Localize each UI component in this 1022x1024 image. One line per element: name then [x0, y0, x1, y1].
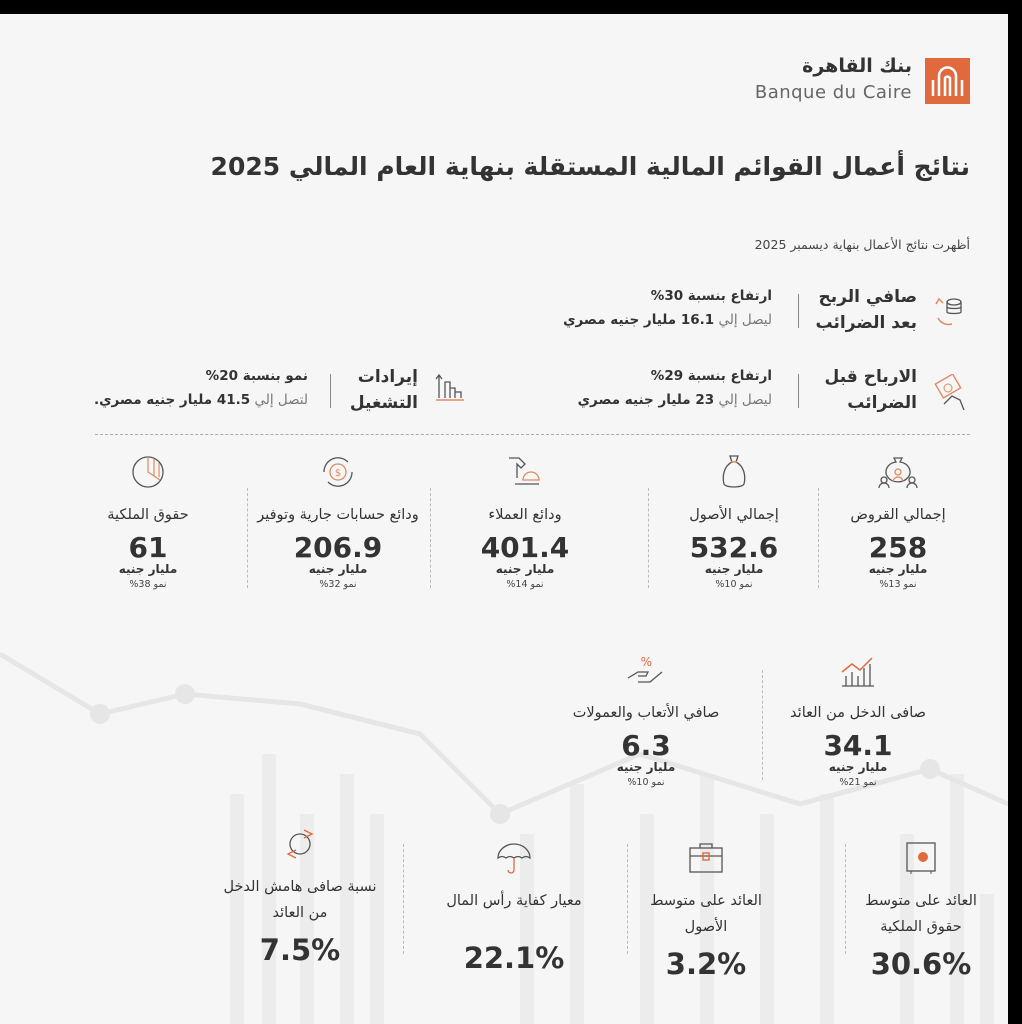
stat-total-assets: إجمالي الأصول 532.6 مليار جنيه نمو 10% — [654, 454, 814, 593]
hand-deposit-icon — [509, 457, 540, 485]
highlight-change: ارتفاع بنسبة 29% — [650, 368, 772, 384]
briefcase-icon — [689, 843, 723, 873]
highlight-amount: 23 مليار جنيه مصري — [577, 392, 715, 408]
stat-growth: نمو 32% — [319, 579, 357, 590]
stat-value: 6.3 — [621, 729, 671, 762]
stat-value: 258 — [868, 531, 928, 564]
svg-text:$: $ — [335, 468, 341, 479]
stat-total-loans: إجمالي القروض 258 مليار جنيه نمو 13% — [823, 454, 973, 593]
highlight-value: ارتفاع بنسبة 30% ليصل إلي 16.1 مليار جني… — [563, 284, 772, 332]
divider — [818, 488, 819, 588]
highlight-amount: 16.1 مليار جنيه مصري — [563, 312, 715, 328]
stat-current-savings-deposits: $ ودائع حسابات جارية وتوفير 206.9 مليار … — [253, 454, 423, 593]
divider — [648, 488, 649, 588]
ratio-label: نسبة صافى هامش الدخل من العائد — [223, 879, 377, 921]
stat-unit: مليار جنيه — [828, 760, 888, 774]
divider — [403, 844, 404, 954]
section-divider — [95, 434, 970, 435]
page-subtitle: أظهرت نتائج الأعمال بنهاية ديسمبر 2025 — [754, 237, 970, 252]
ratio-net-interest-margin: نسبة صافى هامش الدخل من العائد 7.5% — [215, 826, 385, 968]
stat-growth: نمو 14% — [506, 579, 544, 590]
highlight-change: ارتفاع بنسبة 30% — [650, 288, 772, 304]
ratio-capital-adequacy: معيار كفاية رأس المال 22.1% — [414, 840, 614, 976]
stat-unit: مليار جنيه — [616, 760, 676, 774]
highlight-prefix: ليصل إلي — [718, 312, 772, 328]
umbrella-icon — [497, 843, 531, 874]
divider — [798, 374, 799, 408]
divider — [762, 670, 763, 780]
safe-icon — [906, 842, 936, 874]
stat-value: 206.9 — [293, 531, 383, 564]
stat-value: 532.6 — [689, 531, 779, 564]
svg-text:%: % — [641, 655, 652, 669]
ratio-label: العائد على متوسط حقوق الملكية — [865, 893, 977, 935]
ratio-value: 7.5% — [259, 933, 341, 967]
stat-label: صافي الأتعاب والعمولات — [572, 705, 720, 721]
ratio-value: 22.1% — [463, 941, 565, 975]
page-title: نتائج أعمال القوائم المالية المستقلة بنه… — [210, 152, 970, 181]
infographic-panel: بنك القاهرة Banque du Caire نتائج أعمال … — [0, 14, 1008, 1024]
stat-net-interest-income: صافى الدخل من العائد 34.1 مليار جنيه نمو… — [768, 652, 948, 791]
stat-equity: حقوق الملكية 61 مليار جنيه نمو 38% — [63, 454, 233, 593]
stat-value: 401.4 — [480, 531, 570, 564]
stat-growth: نمو 10% — [715, 579, 753, 590]
highlight-prefix: ليصل إلي — [718, 392, 772, 408]
currency-exchange-icon: $ — [323, 457, 353, 487]
stat-growth: نمو 13% — [879, 579, 917, 590]
highlight-change: نمو بنسبة 20% — [205, 368, 308, 384]
stat-unit: مليار جنيه — [704, 562, 764, 576]
stat-unit: مليار جنيه — [495, 562, 555, 576]
hand-percent-icon: % — [627, 655, 663, 683]
highlight-label: الارباح قبل الضرائب — [824, 367, 917, 413]
highlight-value: ارتفاع بنسبة 29% ليصل إلي 23 مليار جنيه … — [578, 364, 772, 412]
stat-label: إجمالي الأصول — [689, 507, 779, 523]
stat-customer-deposits: ودائع العملاء 401.4 مليار جنيه نمو 14% — [440, 454, 610, 593]
money-hand-icon — [934, 374, 965, 411]
ratio-label: معيار كفاية رأس المال — [446, 893, 582, 909]
divider — [247, 488, 248, 588]
stat-growth: نمو 38% — [129, 579, 167, 590]
stat-value: 61 — [128, 531, 168, 564]
loan-people-icon — [878, 457, 918, 489]
ratio-label: العائد على متوسط الأصول — [650, 893, 762, 935]
highlight-amount: 41.5 مليار جنيه مصري. — [94, 392, 251, 408]
bank-logo-icon — [925, 58, 970, 104]
ratio-roa: العائد على متوسط الأصول 3.2% — [636, 840, 776, 982]
highlight-label: صافي الربح بعد الضرائب — [815, 287, 917, 333]
stat-label: ودائع حسابات جارية وتوفير — [257, 507, 419, 523]
brand-name-arabic: بنك القاهرة — [802, 55, 912, 77]
divider — [430, 488, 431, 588]
highlight-label: إيرادات التشغيل — [349, 367, 418, 413]
stat-value: 34.1 — [823, 729, 893, 762]
highlight-prefix: لتصل إلي — [254, 392, 308, 408]
ratio-value: 3.2% — [665, 947, 747, 981]
coins-growth-icon — [935, 297, 962, 326]
divider — [798, 294, 799, 328]
brand-name-english: Banque du Caire — [754, 82, 912, 103]
pie-chart-icon — [132, 456, 164, 488]
stat-growth: نمو 10% — [627, 777, 665, 788]
ratio-value: 30.6% — [870, 947, 972, 981]
divider — [330, 374, 331, 408]
stat-unit: مليار جنيه — [308, 562, 368, 576]
stat-label: إجمالي القروض — [850, 507, 946, 523]
money-bag-icon — [722, 455, 746, 488]
divider — [627, 844, 628, 954]
exchange-arrows-icon — [286, 829, 314, 859]
ratio-roe: العائد على متوسط حقوق الملكية 30.6% — [851, 840, 991, 982]
background-chart-decoration — [0, 651, 1008, 1024]
bar-chart-up-icon — [435, 373, 464, 401]
divider — [845, 844, 846, 954]
stat-label: ودائع العملاء — [488, 507, 562, 523]
stat-unit: مليار جنيه — [118, 562, 178, 576]
stat-unit: مليار جنيه — [868, 562, 928, 576]
stat-label: حقوق الملكية — [107, 507, 189, 523]
highlight-value: نمو بنسبة 20% لتصل إلي 41.5 مليار جنيه م… — [94, 364, 308, 412]
stat-net-fees-commissions: % صافي الأتعاب والعمولات 6.3 مليار جنيه … — [536, 652, 756, 791]
stat-growth: نمو 21% — [839, 777, 877, 788]
growth-chart-icon — [841, 657, 874, 687]
stat-label: صافى الدخل من العائد — [790, 705, 926, 721]
